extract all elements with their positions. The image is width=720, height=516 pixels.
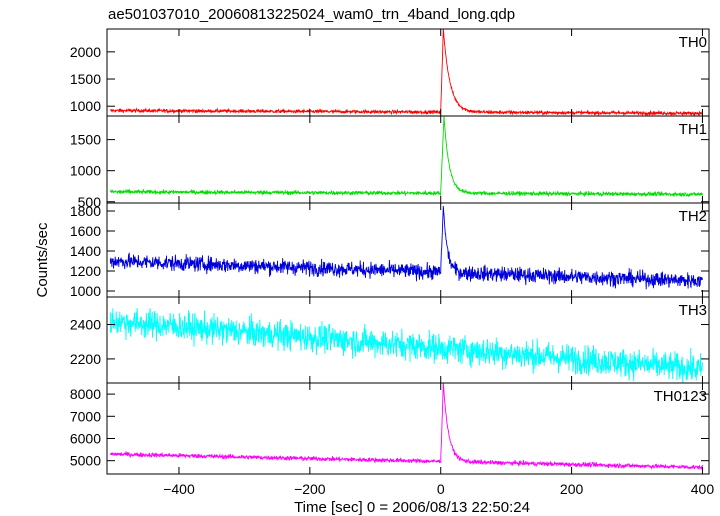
y-tick-label: 1000 bbox=[70, 163, 101, 179]
panel-th1: 500 1000 1500 TH1 bbox=[70, 115, 710, 210]
y-tick-label: 6000 bbox=[70, 430, 101, 446]
y-tick-label: 1000 bbox=[70, 283, 101, 299]
panel-label-th3: TH3 bbox=[679, 302, 707, 319]
y-tick-label: 8000 bbox=[70, 386, 101, 402]
panel-label-th1: TH1 bbox=[679, 121, 707, 138]
y-tick-label: 1600 bbox=[70, 223, 101, 239]
y-tick-label: 500 bbox=[78, 194, 102, 210]
panel-label-th2: TH2 bbox=[679, 208, 707, 225]
x-tick-label: 400 bbox=[691, 481, 715, 497]
y-tick-label: 2000 bbox=[70, 44, 101, 60]
x-tick-label: −200 bbox=[294, 481, 326, 497]
panel-th3: 2200 2400 TH3 bbox=[70, 296, 710, 384]
y-tick-label: 1500 bbox=[70, 71, 101, 87]
panels: 1000 1500 2000 TH0 500 1000 1500 TH1 1000 1200 140… bbox=[70, 28, 710, 475]
y-tick-label: 5000 bbox=[70, 453, 101, 469]
x-tick-label: 0 bbox=[437, 481, 445, 497]
series-line-th3 bbox=[109, 307, 703, 383]
panel-th0: 1000 1500 2000 TH0 bbox=[70, 28, 710, 117]
x-axis: −400 −200 0 200 400 bbox=[163, 481, 714, 497]
y-tick-label: 1800 bbox=[70, 203, 101, 219]
series-line-th0 bbox=[109, 29, 703, 116]
y-tick-label: 7000 bbox=[70, 408, 101, 424]
y-tick-label: 2400 bbox=[70, 317, 101, 333]
y-tick-label: 1500 bbox=[70, 132, 101, 148]
x-tick-label: −400 bbox=[163, 481, 195, 497]
panel-frame bbox=[106, 28, 710, 117]
panel-label-th0: TH0 bbox=[679, 34, 707, 51]
series-line-th2 bbox=[109, 205, 703, 290]
panel-frame bbox=[106, 382, 710, 475]
series-line-th0123 bbox=[110, 383, 703, 470]
x-tick-label: 200 bbox=[560, 481, 584, 497]
y-tick-label: 2200 bbox=[70, 351, 101, 367]
chart-title: ae501037010_20060813225024_wam0_trn_4ban… bbox=[108, 6, 515, 23]
series-line-th1 bbox=[109, 116, 703, 198]
panel-th2: 1000 1200 1400 1600 1800 TH2 bbox=[70, 202, 710, 299]
panel-frame bbox=[106, 115, 710, 204]
y-tick-label: 1200 bbox=[70, 263, 101, 279]
y-tick-label: 1000 bbox=[70, 98, 101, 114]
x-axis-label: Time [sec] 0 = 2006/08/13 22:50:24 bbox=[294, 499, 530, 516]
panel-label-th0123: TH0123 bbox=[654, 388, 707, 405]
panel-th0123: 5000 6000 7000 8000 TH0123 bbox=[70, 382, 710, 475]
y-axis-label: Counts/sec bbox=[34, 222, 51, 298]
y-tick-label: 1400 bbox=[70, 243, 101, 259]
